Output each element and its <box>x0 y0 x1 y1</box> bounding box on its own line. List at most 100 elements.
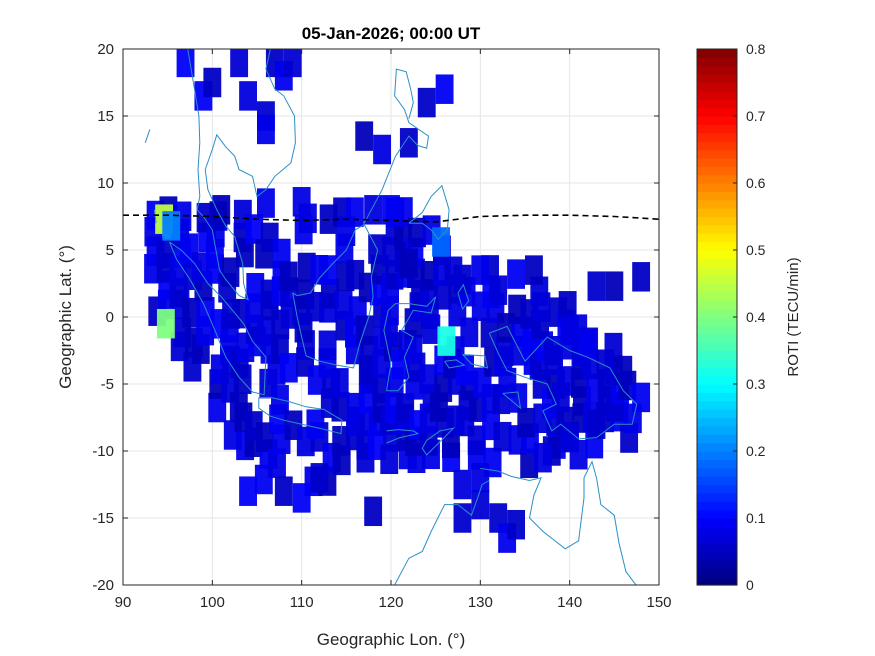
roti-cell <box>587 409 606 439</box>
roti-cell <box>310 463 329 493</box>
roti-cell <box>509 383 528 413</box>
coastline-path <box>187 49 296 301</box>
y-tick-label: 20 <box>97 41 114 58</box>
colorbar-step <box>697 559 737 569</box>
colorbar-step <box>697 317 737 326</box>
x-axis-ticks: 90 100 110 120 130 140 150 <box>115 49 672 611</box>
colorbar-tick-label: 0.3 <box>746 376 766 392</box>
roti-cell <box>471 489 490 520</box>
colorbar-step <box>697 191 737 201</box>
coastline-path <box>444 359 466 369</box>
roti-cell <box>162 211 181 241</box>
colorbar-step <box>697 325 737 335</box>
colorbar-step <box>697 543 737 553</box>
roti-cell <box>364 496 383 527</box>
roti-cell <box>245 214 264 244</box>
roti-cell <box>517 407 536 438</box>
roti-cell <box>453 503 472 533</box>
colorbar-step <box>697 534 737 544</box>
colorbar-step <box>697 57 737 67</box>
colorbar-tick-label: 0.7 <box>746 108 766 124</box>
coastline-path <box>292 223 379 369</box>
roti-cell <box>283 49 302 78</box>
colorbar-step <box>697 233 737 243</box>
colorbar-step <box>697 333 737 343</box>
roti-cell <box>355 121 374 151</box>
colorbar-step <box>697 208 737 218</box>
y-tick-label: -20 <box>92 577 114 594</box>
roti-cell <box>382 195 400 225</box>
colorbar-step <box>697 157 737 167</box>
colorbar-step <box>697 434 737 444</box>
roti-cell <box>460 317 479 348</box>
y-tick-label: -5 <box>101 376 114 393</box>
colorbar-step <box>697 342 737 352</box>
coastline-path <box>258 396 343 435</box>
colorbar-tick-label: 0.2 <box>746 443 766 459</box>
colorbar-step <box>697 99 737 109</box>
colorbar-step <box>697 291 737 301</box>
colorbar-step <box>697 216 737 226</box>
colorbar-step <box>697 350 737 360</box>
roti-cell <box>176 49 195 78</box>
colorbar-tick-label: 0.5 <box>746 242 766 258</box>
roti-cell <box>453 264 472 295</box>
colorbar-step <box>697 367 737 377</box>
colorbar-step <box>697 451 737 460</box>
colorbar-step <box>697 241 737 251</box>
colorbar-step <box>697 518 737 527</box>
roti-cell <box>493 421 512 452</box>
colorbar-tick-label: 0 <box>746 577 754 593</box>
roti-cell <box>257 188 275 218</box>
coastline-path <box>480 460 637 585</box>
colorbar-step <box>697 551 737 561</box>
roti-cell <box>380 444 399 475</box>
colorbar-step <box>697 283 737 293</box>
colorbar <box>697 49 737 586</box>
x-tick-label: 120 <box>378 594 403 611</box>
roti-cell <box>203 67 222 98</box>
roti-cell <box>156 308 175 339</box>
coastline-path <box>169 241 267 396</box>
roti-cell <box>533 442 552 473</box>
roti-cell <box>432 227 450 257</box>
coastline-path <box>488 325 638 440</box>
coastline-path <box>394 480 490 585</box>
roti-cell <box>433 280 452 310</box>
roti-cell <box>632 382 651 413</box>
y-tick-label: 0 <box>106 309 114 326</box>
roti-cell <box>453 469 472 500</box>
colorbar-step <box>697 90 737 100</box>
roti-cell <box>337 216 356 246</box>
roti-cells <box>144 49 651 553</box>
roti-cell <box>229 392 248 422</box>
colorbar-step <box>697 65 737 75</box>
y-tick-label: -15 <box>92 510 114 527</box>
colorbar-step <box>697 49 737 58</box>
colorbar-step <box>697 258 737 268</box>
roti-cell <box>257 114 275 145</box>
roti-cell <box>404 334 423 365</box>
colorbar-step <box>697 509 737 519</box>
coastline-path <box>421 427 456 456</box>
roti-cell <box>434 372 453 402</box>
roti-cell <box>456 355 474 385</box>
roti-cell <box>306 409 325 439</box>
coastline-path <box>386 429 420 444</box>
colorbar-step <box>697 459 737 469</box>
roti-cell <box>587 271 606 301</box>
colorbar-step <box>697 107 737 117</box>
y-axis-ticks: 20 15 10 5 0 -5 -10 -15 -20 <box>92 41 659 594</box>
colorbar-step <box>697 492 737 502</box>
roti-cell <box>320 279 339 309</box>
roti-cell <box>332 425 351 456</box>
colorbar-step <box>697 149 737 159</box>
roti-cell <box>330 368 349 398</box>
colorbar-step <box>697 358 737 368</box>
roti-cell <box>191 252 210 282</box>
roti-cell <box>292 483 311 513</box>
roti-cell <box>399 248 418 279</box>
colorbar-step <box>697 375 737 385</box>
colorbar-step <box>697 300 737 310</box>
